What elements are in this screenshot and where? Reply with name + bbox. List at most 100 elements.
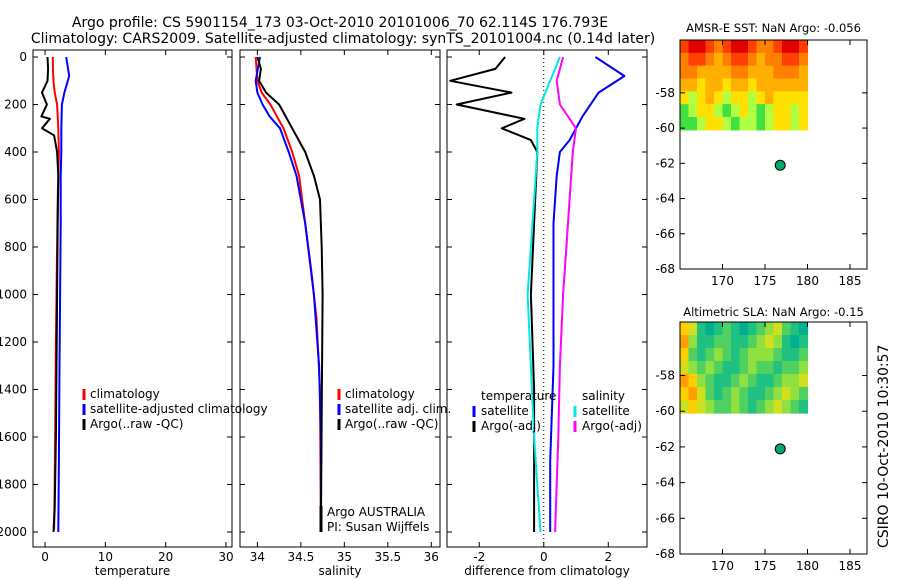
sst_map-cell <box>739 104 749 118</box>
sst_map-cell <box>756 78 766 92</box>
sla_map-cell <box>731 361 741 375</box>
sst_map-cell <box>688 78 698 92</box>
sst_map-cell <box>748 78 758 92</box>
sst_map-cell <box>748 104 758 118</box>
temp-legend-label: Argo(..raw -QC) <box>90 417 183 431</box>
sst_map-cell <box>714 91 724 105</box>
sla_map-cell <box>714 361 724 375</box>
sal-legend-label: satellite adj. clim. <box>345 402 451 416</box>
sst_map-ytick-label: -62 <box>655 156 675 170</box>
diff-legend-label: satellite <box>481 404 529 418</box>
sst_map-cell <box>782 78 792 92</box>
sst_map-cell <box>705 52 715 67</box>
sst_map-cell <box>714 52 724 67</box>
sst_map-cell <box>748 65 758 80</box>
sla_map-frame <box>679 321 868 555</box>
sst_map-cell <box>782 91 792 105</box>
depth-tick-label: 600 <box>4 193 27 207</box>
depth-tick-label: 2000 <box>0 525 27 539</box>
sst_map-cell <box>722 40 732 54</box>
difference_profile-series-temperature-satellite <box>549 56 626 532</box>
temperature_profile-panel: 0 10 20 30 temperature 0 200 400 600 800 1000 1200 1… <box>0 49 268 578</box>
sla_map-cell <box>688 387 698 401</box>
sst_map-cell <box>714 78 724 92</box>
salinity_profile-series-climatology <box>254 56 322 533</box>
salinity_profile-xlabel: salinity <box>318 564 361 578</box>
sst_map-cell <box>688 40 698 54</box>
sst_map-cell <box>765 52 775 67</box>
sla_map-cell <box>748 387 758 401</box>
sla_map-cell <box>714 400 724 414</box>
sla_map-cell <box>790 387 800 401</box>
sst_map-cell <box>697 104 707 118</box>
sst_map-cell <box>782 40 792 54</box>
sla_map-xtick-label: 170 <box>711 559 734 573</box>
sla_map-xtick-label: 185 <box>839 559 862 573</box>
sla_map-panel: Altimetric SLA: NaN Argo: -0.15 170 175 180… <box>655 305 868 573</box>
sla_map-xtick-label: 175 <box>754 559 777 573</box>
sla_map-cell <box>697 387 707 401</box>
temperature_profile-xtick-label: 30 <box>218 550 233 564</box>
temperature_profile-xlabel: temperature <box>95 564 170 578</box>
sla_map-cell <box>688 400 698 414</box>
sla_map-cell <box>756 400 766 414</box>
sla_map-cell <box>697 361 707 375</box>
diff-legend-label: satellite <box>582 404 630 418</box>
sst_map-cell <box>773 117 783 131</box>
sst_map-cell <box>773 65 783 80</box>
sst_map-cell <box>765 104 775 118</box>
sla_map-cell <box>739 335 749 349</box>
sla_map-cell <box>782 374 792 388</box>
sla_map-cell <box>688 361 698 375</box>
sla_map-cell <box>773 387 783 401</box>
sla_map-cell <box>697 322 707 336</box>
sla_map-cell <box>782 400 792 414</box>
sla_map-cell <box>680 374 690 388</box>
sla_map-cell <box>680 348 690 362</box>
sla_map-cell <box>722 400 732 414</box>
sla_map-cell <box>714 335 724 349</box>
temp-legend-label: climatology <box>90 387 160 401</box>
sla_map-cell <box>739 374 749 388</box>
sla_map-ytick-label: -58 <box>655 369 675 383</box>
temperature_profile-xtick-label: 10 <box>98 550 113 564</box>
sst_map-cell <box>739 117 749 131</box>
sst_map-cell <box>688 117 698 131</box>
temperature_profile-series-satellite-adjusted-climatology <box>57 56 71 533</box>
sla_map-cell <box>714 348 724 362</box>
sst_map-cell <box>680 117 690 131</box>
sst_map-cell <box>739 65 749 80</box>
sla_map-cell <box>756 387 766 401</box>
sst_map-cell <box>714 65 724 80</box>
depth-tick-label: 400 <box>4 145 27 159</box>
sst_map-cell <box>680 52 690 67</box>
sla_map-cell <box>748 335 758 349</box>
sla_map-cell <box>748 400 758 414</box>
sst_map-cell <box>688 91 698 105</box>
side-timestamp: CSIRO 10-Oct-2010 10:30:57 <box>876 345 892 548</box>
sst_map-cell <box>799 117 809 131</box>
sla_map-ytick-label: -68 <box>655 547 675 561</box>
sla_map-cell <box>799 361 809 375</box>
sst_map-cell <box>731 104 741 118</box>
difference_profile-series-salinity-argo-adj- <box>554 56 577 533</box>
sla_map-cell <box>799 335 809 349</box>
sla_map-cell <box>714 322 724 336</box>
sst_map-cell <box>697 65 707 80</box>
temperature_profile-frame <box>32 49 233 548</box>
sst_map-title: AMSR-E SST: NaN Argo: -0.056 <box>686 21 861 35</box>
sst_map-cell <box>697 117 707 131</box>
sst_map-cell <box>739 78 749 92</box>
sla_map-cell <box>765 322 775 336</box>
salinity_profile-xtick-label: 36 <box>424 550 439 564</box>
sla_map-cell <box>688 335 698 349</box>
sla_map-cell <box>756 335 766 349</box>
sst_map-cell <box>731 78 741 92</box>
sla_map-cell <box>680 361 690 375</box>
sla_map-cell <box>739 322 749 336</box>
sst_map-cell <box>790 40 800 54</box>
sla_map-cell <box>714 387 724 401</box>
salinity_profile-xtick-label: 35 <box>337 550 352 564</box>
sla_map-cell <box>748 322 758 336</box>
depth-tick-label: 1000 <box>0 288 27 302</box>
